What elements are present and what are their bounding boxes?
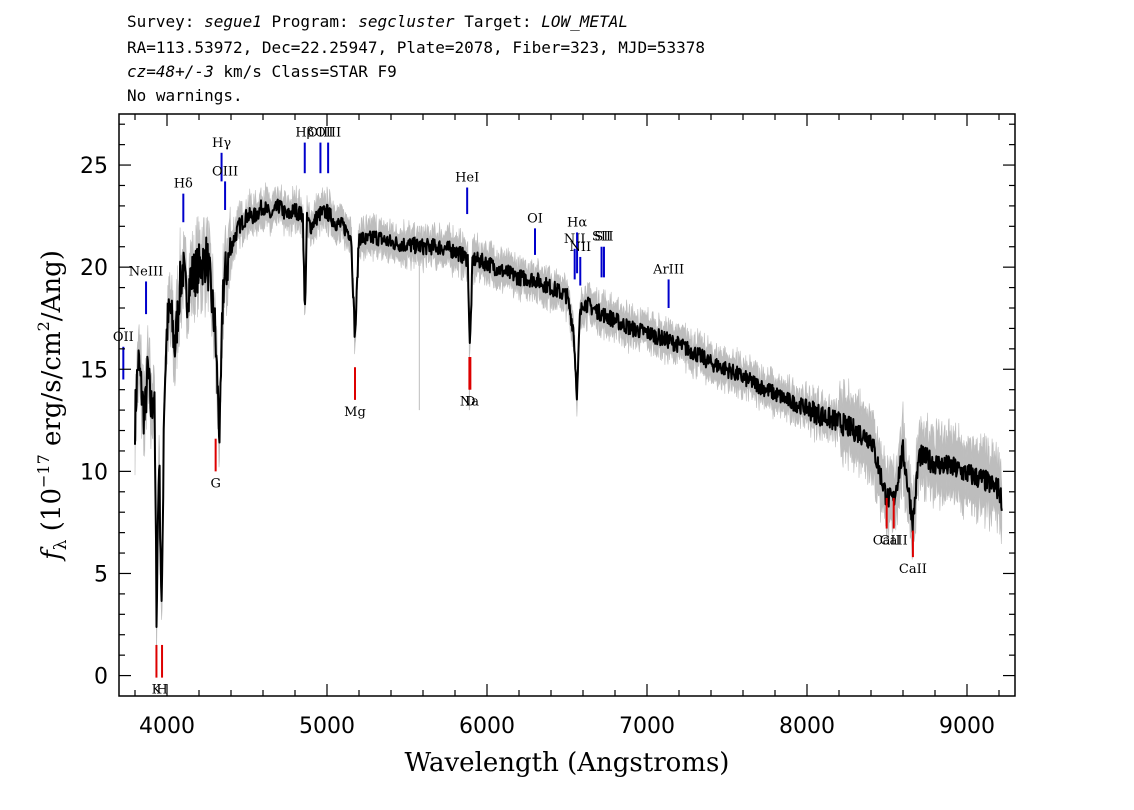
x-tick-label: 4000 (139, 714, 195, 739)
spectral-line-markers: OIINeIIIHδHγOIIIHβOIIIOIIIHeIOINIIHαNIIS… (113, 126, 927, 698)
survey-value: segue1 (204, 12, 262, 31)
plot-frame (118, 113, 1016, 697)
x-tick-label: 5000 (299, 714, 355, 739)
x-tick-label: 8000 (779, 714, 835, 739)
absorption-line-label: K (152, 683, 162, 698)
redshift-value: cz=48+/-3 (127, 62, 214, 81)
header-line-1: Survey: segue1 Program: segcluster Targe… (127, 12, 628, 32)
absorption-line-label: D (465, 395, 475, 410)
x-axis-title: Wavelength (Angstroms) (405, 748, 730, 778)
emission-line-label: OIII (212, 164, 238, 179)
x-tick-label: 9000 (939, 714, 995, 739)
absorption-line-label: CaII (873, 534, 901, 549)
svg-text:fλ (10−17 erg/s/cm2/Ang): fλ (10−17 erg/s/cm2/Ang) (34, 250, 71, 562)
y-axis-title: fλ (10−17 erg/s/cm2/Ang) (34, 250, 71, 562)
target-label: Target: (464, 12, 532, 31)
emission-line-label: Hγ (212, 136, 231, 151)
emission-line-label: Hδ (174, 177, 193, 192)
y-tick-label: 15 (80, 358, 108, 383)
program-label: Program: (271, 12, 349, 31)
absorption-line-label: CaII (899, 562, 927, 577)
y-tick-label: 5 (94, 562, 108, 587)
emission-line-label: NII (564, 232, 586, 247)
flux-series (134, 198, 1003, 628)
emission-line-label: NeIII (129, 264, 163, 279)
emission-line-label: SII (594, 230, 613, 245)
target-value: LOW_METAL (541, 12, 628, 31)
x-tick-label: 7000 (619, 714, 675, 739)
emission-line-label: HeI (455, 171, 479, 186)
absorption-line-label: Na (460, 395, 479, 410)
emission-line-label: SII (592, 230, 611, 245)
class-text: km/s Class=STAR F9 (213, 62, 397, 81)
header-line-4: No warnings. (127, 86, 243, 105)
emission-line-label: OIII (315, 126, 341, 141)
survey-label: Survey: (127, 12, 195, 31)
y-tick-label: 0 (94, 665, 108, 690)
y-tick-label: 10 (80, 460, 108, 485)
flux-line (134, 198, 1003, 628)
x-tick-label: 6000 (459, 714, 515, 739)
emission-line-label: OIII (307, 126, 333, 141)
absorption-line-label: G (210, 476, 220, 491)
absorption-line-label: CaII (880, 534, 908, 549)
header-line-2: RA=113.53972, Dec=22.25947, Plate=2078, … (127, 38, 705, 57)
absorption-line-label: H (156, 683, 167, 698)
error-band (134, 182, 1003, 658)
emission-line-label: Hβ (295, 126, 314, 141)
emission-line-label: OI (527, 211, 543, 226)
header-line-3: cz=48+/-3 km/s Class=STAR F9 (127, 62, 397, 82)
emission-line-label: ArIII (652, 262, 684, 277)
program-value: segcluster (358, 12, 455, 31)
emission-line-label: Hα (567, 215, 587, 230)
emission-line-label: NII (569, 240, 591, 255)
y-tick-label: 25 (80, 154, 108, 179)
axes: 4000 5000 6000 7000 8000 9000 0 5 10 15 20 25 (80, 113, 1016, 739)
emission-line-label: OII (113, 330, 134, 345)
absorption-line-label: Mg (344, 405, 366, 420)
y-tick-label: 20 (80, 256, 108, 281)
error-envelope (134, 182, 1003, 658)
